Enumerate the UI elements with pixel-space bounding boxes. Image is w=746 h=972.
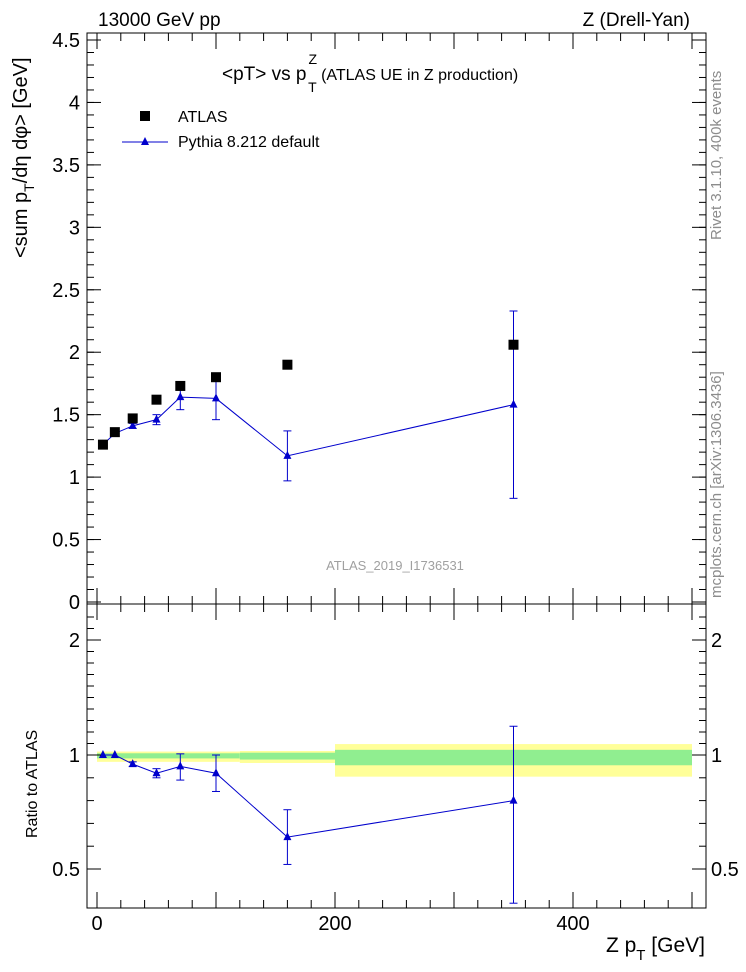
atlas-point (151, 394, 162, 405)
mc-point (152, 414, 161, 423)
ratio-ytick-label-left: 1 (69, 745, 80, 767)
main-ytick-label: 0 (69, 592, 80, 614)
y-axis-label-main: <sum pT/dη dφ> [GeV] (10, 57, 37, 258)
atlas-point (282, 359, 293, 370)
ratio-bands-layer (97, 744, 692, 777)
main-ytick-label: 2.5 (52, 280, 80, 302)
main-ytick-label: 4.5 (52, 30, 80, 52)
mc-point (176, 392, 185, 401)
ratio-series-layer (98, 725, 518, 904)
ratio-point (176, 761, 185, 770)
mc-point (212, 393, 220, 402)
header-right: Z (Drell-Yan) (583, 10, 690, 31)
title-main: <pT> vs p (222, 64, 307, 85)
ratio-ytick-label-right: 2 (711, 630, 722, 652)
xtick-label: 400 (556, 913, 589, 935)
main-ytick-label: 0.5 (52, 530, 80, 552)
ratio-point (212, 768, 220, 777)
legend-atlas-marker (140, 111, 150, 121)
atlas-point (211, 372, 221, 383)
ratio-point (128, 759, 137, 768)
ratio-point (152, 768, 161, 777)
atlas-point (127, 413, 138, 424)
ratio-ytick-label-left: 0.5 (52, 859, 80, 881)
atlas-point (175, 380, 186, 391)
ratio-point (509, 795, 518, 804)
mc-point (509, 399, 518, 408)
main-ytick-label: 4 (69, 92, 80, 114)
mcplots-label: mcplots.cern.ch [arXiv:1306.3436] (708, 371, 725, 598)
ratio-band-inner (97, 753, 240, 759)
ratio-ytick-label-left: 2 (69, 630, 80, 652)
mc-point (283, 450, 292, 459)
x-axis-label: Z pT [GeV] (606, 934, 705, 964)
rivet-label: Rivet 3.1.10, 400k events (708, 71, 725, 240)
xtick-label: 0 (91, 913, 102, 935)
mc-point (128, 420, 137, 429)
main-ytick-label: 2 (69, 342, 80, 364)
ratio-frame (86, 603, 707, 909)
xlabel-a: Z p (606, 934, 636, 957)
analysis-id: ATLAS_2019_I1736531 (326, 558, 464, 573)
xlabel-b: [GeV] (645, 934, 705, 957)
chart-title: <pT> vs pZ T (ATLAS UE in Z production) (222, 51, 518, 95)
ylabel-b: /dη dφ> [GeV] (10, 57, 32, 183)
mc-line (102, 396, 514, 457)
ylabel-a: <sum p (10, 192, 32, 258)
xtick-label: 200 (318, 913, 351, 935)
ratio-point (110, 750, 119, 758)
header-left: 13000 GeV pp (98, 10, 221, 31)
ratio-ytick-label-right: 0.5 (711, 859, 739, 881)
legend: ATLAS Pythia 8.212 default (122, 109, 320, 151)
legend-atlas-label: ATLAS (178, 109, 228, 126)
y-axis-label-ratio: Ratio to ATLAS (24, 730, 41, 838)
title-sup: Z (309, 51, 318, 67)
main-ytick-label: 1 (69, 467, 80, 489)
atlas-point (508, 339, 519, 350)
legend-mc-marker (141, 137, 149, 145)
main-ytick-label: 3 (69, 217, 80, 239)
title-sub: T (308, 79, 317, 95)
ratio-point (98, 750, 107, 758)
axes-layer: 0 0.5 1 1.5 2 2.5 3 3.5 4 4.5 0.5 0.5 1 1 2 2 0 200 400 (52, 30, 739, 935)
ratio-ytick-label-right: 1 (711, 745, 722, 767)
atlas-point (109, 427, 120, 438)
title-rest: (ATLAS UE in Z production) (317, 67, 519, 84)
xlabel-sub: T (636, 947, 645, 964)
main-ytick-label: 1.5 (52, 405, 80, 427)
legend-mc-label: Pythia 8.212 default (178, 134, 320, 151)
ratio-point (283, 832, 292, 841)
main-series-layer (97, 310, 519, 499)
main-ytick-label: 3.5 (52, 155, 80, 177)
ylabel-sub: T (21, 183, 37, 192)
atlas-point (97, 439, 108, 450)
ratio-band-inner (239, 752, 335, 760)
